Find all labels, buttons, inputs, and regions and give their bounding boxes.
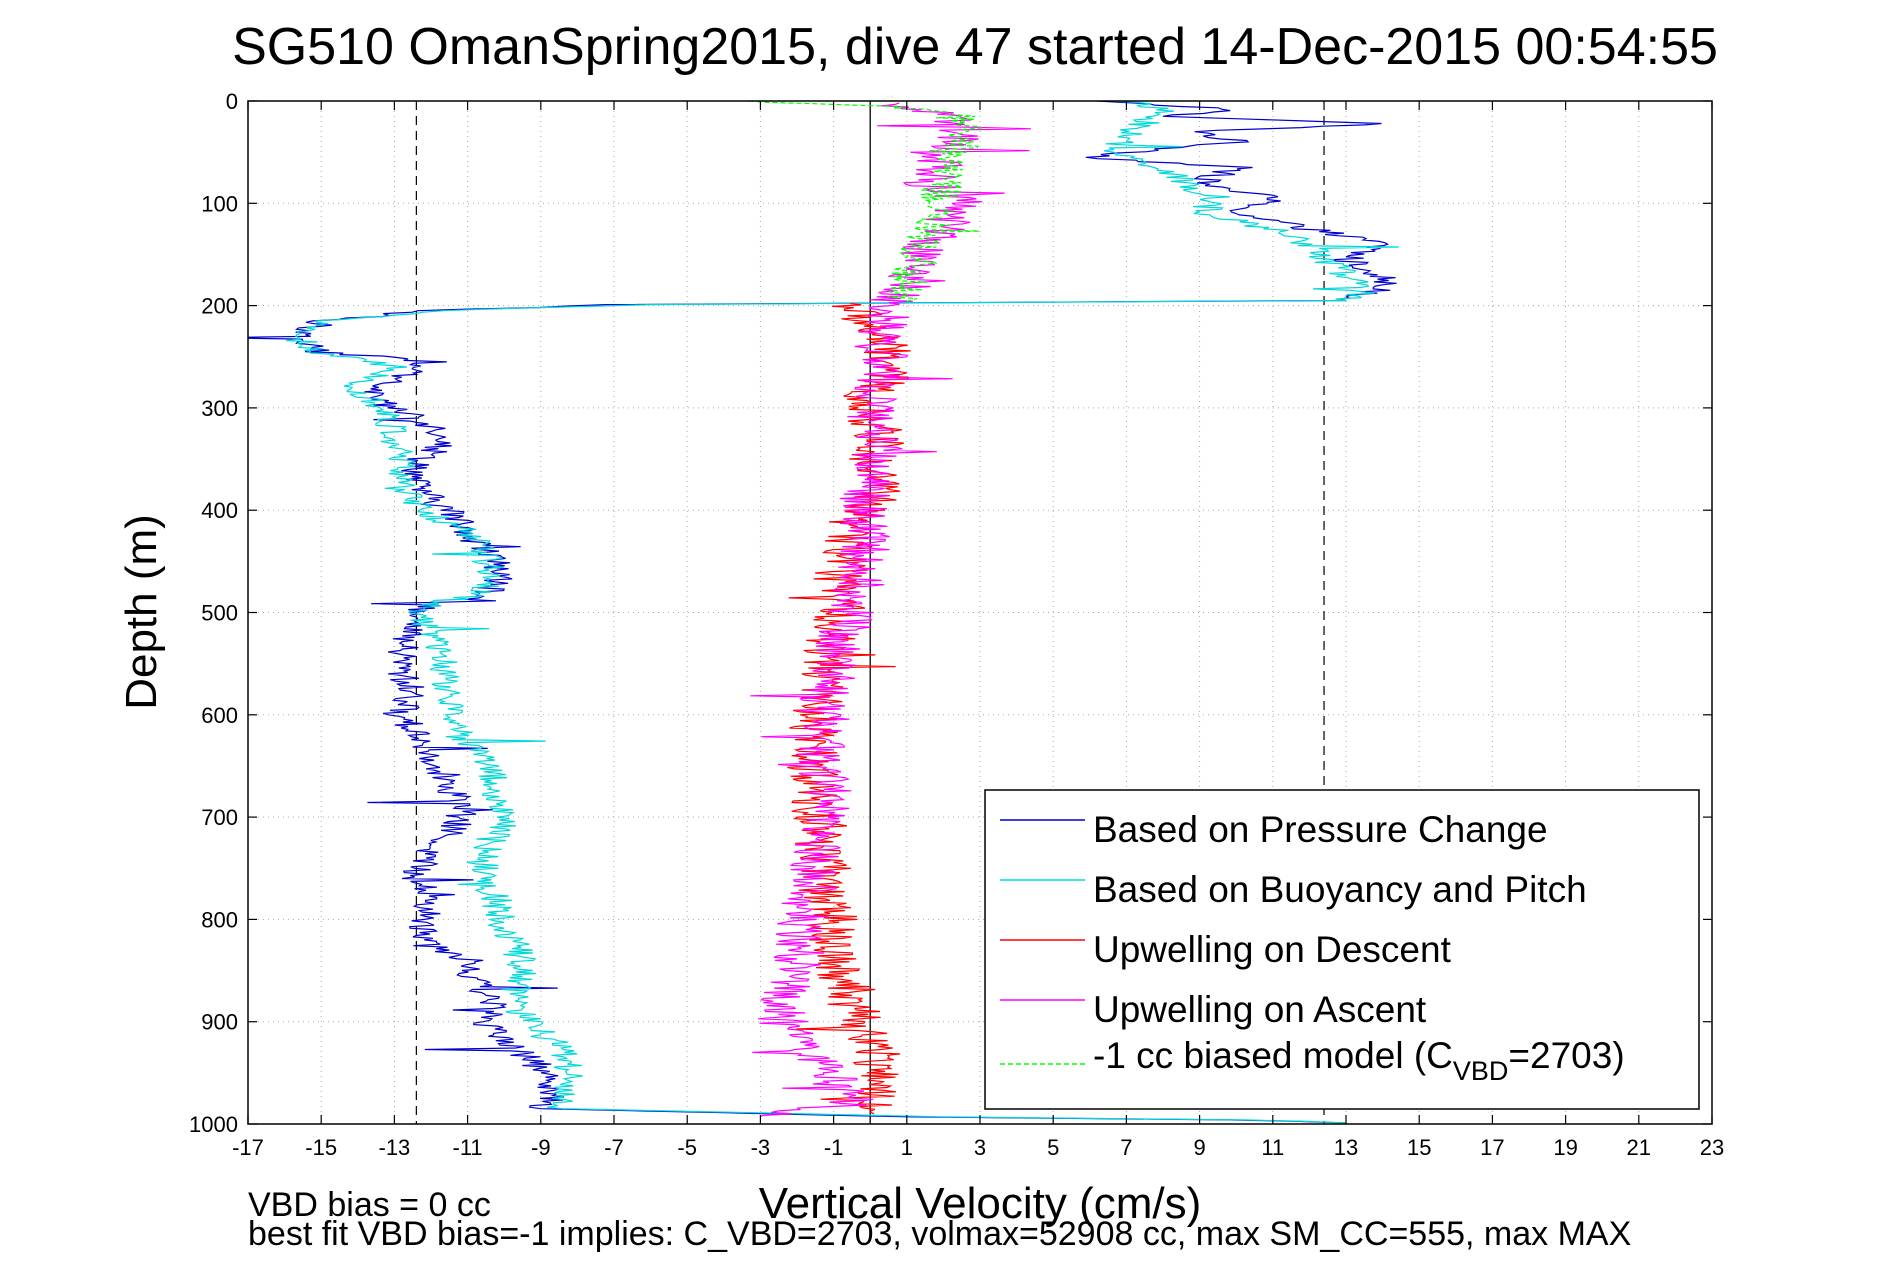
x-tick-label: 19 [1553,1135,1577,1160]
y-axis-label: Depth (m) [117,514,166,710]
x-tick-label: -9 [531,1135,551,1160]
chart-title: SG510 OmanSpring2015, dive 47 started 14… [232,18,1718,76]
y-tick-label: 200 [201,294,238,319]
x-tick-label: -1 [824,1135,844,1160]
x-tick-label: 3 [974,1135,986,1160]
x-tick-label: 21 [1627,1135,1651,1160]
x-tick-label: -7 [604,1135,624,1160]
y-tick-label: 0 [226,89,238,114]
x-tick-label: 5 [1047,1135,1059,1160]
legend-label-ascent: Upwelling on Ascent [1093,989,1427,1030]
legend-label-descent: Upwelling on Descent [1093,929,1452,970]
legend-label-pressure: Based on Pressure Change [1093,809,1548,850]
series-line-1 [286,101,1399,1124]
y-tick-label: 1000 [189,1112,238,1137]
x-tick-label: -5 [677,1135,697,1160]
footer-line-2: best fit VBD bias=-1 implies: C_VBD=2703… [248,1215,1631,1253]
y-tick-label: 400 [201,498,238,523]
y-tick-label: 600 [201,703,238,728]
x-tick-label: 23 [1700,1135,1724,1160]
legend: Based on Pressure Change Based on Buoyan… [984,789,1700,1110]
y-axis-ticks: 0 100 200 300 400 500 600 700 800 900 1000 [189,89,1712,1137]
series-line-4 [748,101,984,303]
legend-label-biased-sub: VBD [1453,1056,1509,1086]
x-tick-label: -17 [232,1135,264,1160]
x-tick-label: 13 [1334,1135,1358,1160]
y-tick-label: 900 [201,1010,238,1035]
series-line-3 [750,102,1032,1118]
legend-label-biased: -1 cc biased model (CVBD=2703) [1093,1035,1625,1086]
footer-line-1: VBD bias = 0 cc [248,1186,491,1224]
x-tick-label: 7 [1120,1135,1132,1160]
x-tick-label: -13 [379,1135,411,1160]
legend-box [984,789,1700,1110]
y-tick-label: 800 [201,907,238,932]
x-tick-label: -3 [751,1135,771,1160]
x-tick-label: 9 [1193,1135,1205,1160]
y-tick-label: 100 [201,191,238,216]
x-axis-ticks: -17 -15 -13 -11 -9 -7 -5 -3 -1 1 3 5 7 9 11 13 15 17 19 21 2… [232,101,1724,1160]
legend-label-biased-pre: -1 cc biased model (C [1093,1035,1453,1076]
legend-label-buoyancy: Based on Buoyancy and Pitch [1093,869,1587,910]
x-tick-label: -15 [305,1135,337,1160]
series-group [248,101,1399,1124]
x-tick-label: 11 [1261,1135,1284,1160]
x-axis-label: Vertical Velocity (cm/s) [759,1179,1202,1228]
x-tick-label: 15 [1407,1135,1431,1160]
x-tick-label: -11 [453,1135,483,1160]
y-tick-label: 300 [201,396,238,421]
y-tick-label: 700 [201,805,238,830]
y-tick-label: 500 [201,601,238,626]
x-tick-label: 17 [1480,1135,1504,1160]
legend-label-biased-post: =2703) [1508,1035,1624,1076]
x-tick-label: 1 [901,1135,913,1160]
